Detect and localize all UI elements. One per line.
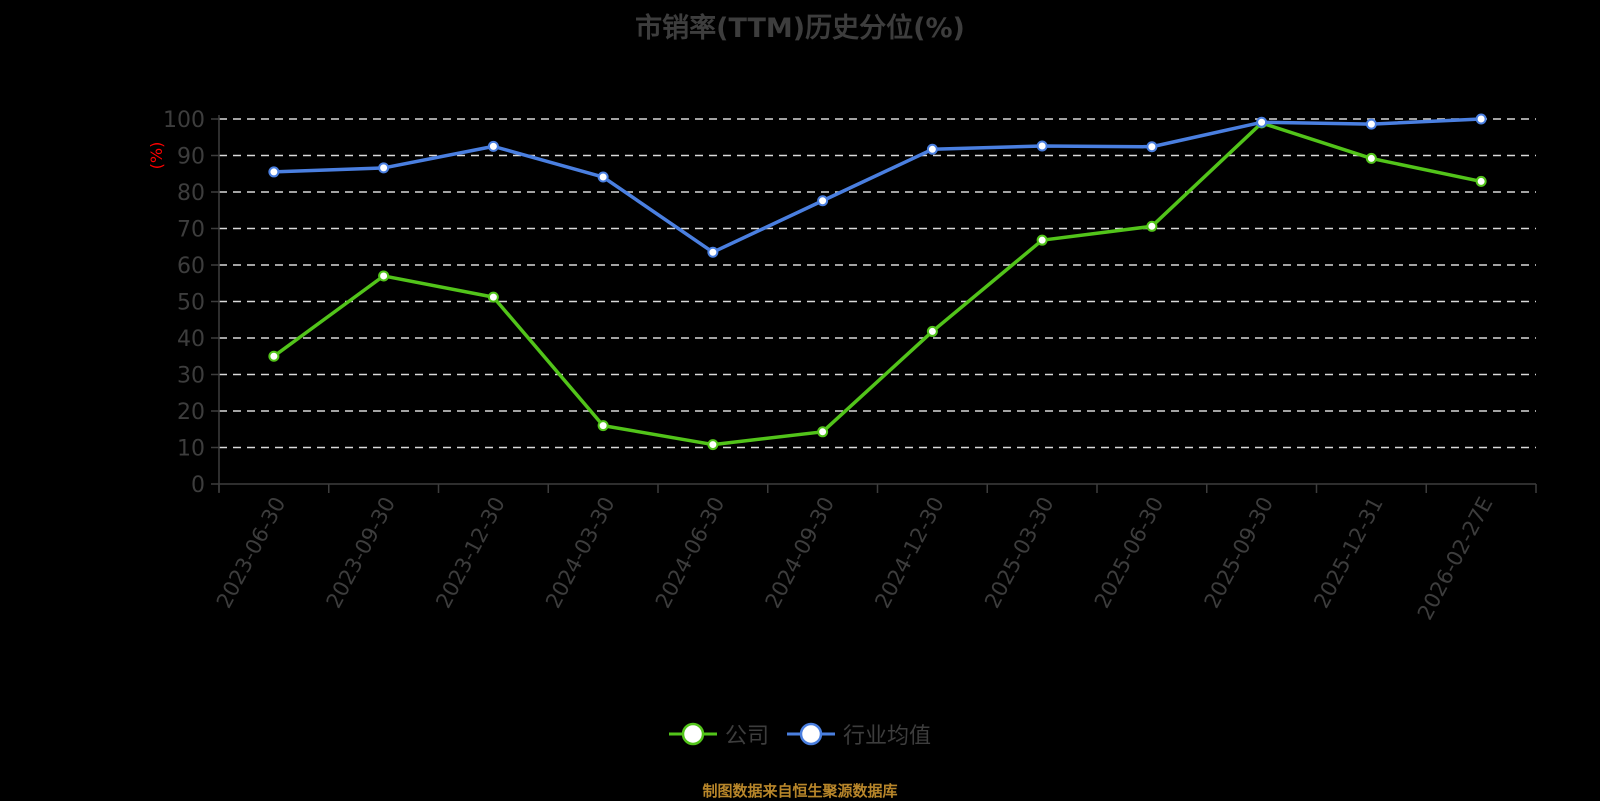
data-point-marker[interactable] bbox=[1365, 118, 1377, 130]
chart-title: 市销率(TTM)历史分位(%) bbox=[635, 13, 965, 44]
data-point-marker[interactable] bbox=[1036, 140, 1048, 152]
data-point-marker[interactable] bbox=[597, 171, 609, 183]
data-point-marker[interactable] bbox=[1475, 175, 1487, 187]
x-tick-label: 2025-03-30 bbox=[980, 493, 1058, 612]
x-tick-label: 2025-06-30 bbox=[1090, 493, 1168, 612]
gridlines bbox=[219, 118, 1536, 449]
legend-label: 公司 bbox=[724, 724, 769, 749]
data-point-marker[interactable] bbox=[707, 246, 719, 258]
data-point-marker[interactable] bbox=[707, 439, 719, 451]
x-tick-label: 2024-03-30 bbox=[541, 493, 619, 612]
legend-item-company[interactable]: 公司 bbox=[668, 718, 769, 750]
legend-line-marker-icon bbox=[668, 722, 717, 746]
legend-label: 行业均值 bbox=[843, 724, 932, 749]
data-point-marker[interactable] bbox=[597, 420, 609, 432]
y-tick-label: 100 bbox=[163, 108, 205, 133]
legend: 公司 行业均值 bbox=[0, 718, 1600, 750]
line-chart: 0 10 20 30 40 50 60 70 80 90 100 (%) 2023-06-30 2023-… bbox=[147, 108, 1537, 624]
axes: 0 10 20 30 40 50 60 70 80 90 100 (%) 2023-06-30 2023-… bbox=[147, 108, 1537, 624]
x-tick-label: 2026-02-27E bbox=[1413, 493, 1498, 624]
x-tick-label: 2024-12-30 bbox=[870, 493, 948, 612]
y-tick-label: 30 bbox=[177, 364, 205, 389]
x-tick-label: 2023-12-30 bbox=[431, 493, 509, 612]
x-tick-label: 2023-09-30 bbox=[322, 493, 400, 612]
y-tick-label: 70 bbox=[177, 218, 205, 243]
data-point-marker[interactable] bbox=[926, 325, 938, 337]
data-point-marker[interactable] bbox=[487, 140, 499, 152]
data-point-marker[interactable] bbox=[817, 426, 829, 438]
y-tick-label: 60 bbox=[177, 254, 205, 279]
x-tick-label: 2025-09-30 bbox=[1200, 493, 1278, 612]
data-point-marker[interactable] bbox=[268, 166, 280, 178]
data-point-marker[interactable] bbox=[487, 291, 499, 303]
y-axis-unit-label: (%) bbox=[147, 142, 166, 170]
y-tick-label: 90 bbox=[177, 145, 205, 170]
data-point-marker[interactable] bbox=[1365, 152, 1377, 164]
y-tick-label: 50 bbox=[177, 291, 205, 316]
x-tick-label: 2025-12-31 bbox=[1309, 493, 1387, 612]
series-lines bbox=[268, 113, 1487, 451]
data-point-marker[interactable] bbox=[926, 143, 938, 155]
legend-line-marker-icon bbox=[787, 722, 835, 746]
y-tick-label: 10 bbox=[177, 437, 205, 462]
industry-average-series-line bbox=[273, 117, 1482, 254]
data-point-marker[interactable] bbox=[817, 195, 829, 207]
x-tick-label: 2023-06-30 bbox=[212, 493, 290, 612]
data-point-marker[interactable] bbox=[1256, 116, 1268, 128]
y-tick-label: 80 bbox=[177, 181, 205, 206]
x-tick-label: 2024-09-30 bbox=[761, 493, 839, 612]
legend-item-industry-average[interactable]: 行业均值 bbox=[787, 718, 931, 750]
data-source-footer: 制图数据来自恒生聚源数据库 bbox=[702, 782, 898, 800]
data-point-marker[interactable] bbox=[268, 350, 280, 362]
company-series-line bbox=[272, 121, 1482, 447]
data-point-marker[interactable] bbox=[378, 270, 390, 282]
data-point-marker[interactable] bbox=[1146, 141, 1158, 153]
y-tick-label: 0 bbox=[191, 473, 205, 498]
y-tick-label: 20 bbox=[177, 400, 205, 425]
data-point-marker[interactable] bbox=[1475, 113, 1487, 125]
x-tick-label: 2024-06-30 bbox=[651, 493, 729, 612]
data-point-marker[interactable] bbox=[1036, 234, 1048, 246]
data-point-marker[interactable] bbox=[378, 162, 390, 174]
y-tick-label: 40 bbox=[177, 327, 205, 352]
data-point-marker[interactable] bbox=[1146, 220, 1158, 232]
